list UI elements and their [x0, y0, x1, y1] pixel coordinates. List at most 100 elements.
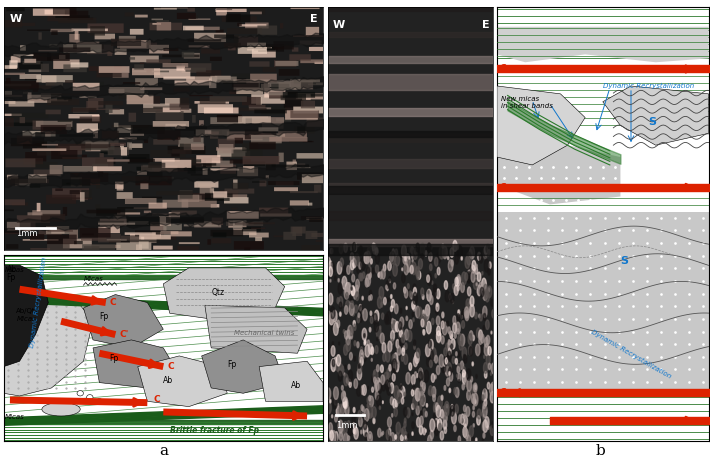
- FancyBboxPatch shape: [11, 178, 46, 183]
- FancyBboxPatch shape: [137, 171, 147, 175]
- Circle shape: [418, 259, 422, 269]
- FancyBboxPatch shape: [0, 73, 25, 75]
- Circle shape: [338, 420, 343, 433]
- FancyBboxPatch shape: [15, 120, 40, 126]
- FancyBboxPatch shape: [275, 61, 298, 66]
- Circle shape: [404, 418, 406, 423]
- Circle shape: [368, 274, 371, 279]
- FancyBboxPatch shape: [80, 228, 111, 238]
- FancyBboxPatch shape: [133, 207, 166, 209]
- FancyBboxPatch shape: [258, 26, 277, 35]
- FancyBboxPatch shape: [20, 74, 41, 79]
- Circle shape: [441, 395, 443, 400]
- Circle shape: [364, 252, 368, 263]
- Circle shape: [348, 364, 350, 370]
- FancyBboxPatch shape: [211, 204, 219, 207]
- Circle shape: [365, 432, 368, 440]
- FancyBboxPatch shape: [143, 165, 150, 167]
- FancyBboxPatch shape: [28, 95, 51, 103]
- Circle shape: [334, 387, 339, 399]
- FancyBboxPatch shape: [293, 160, 296, 163]
- Circle shape: [328, 264, 330, 269]
- Circle shape: [364, 354, 365, 358]
- Circle shape: [391, 299, 395, 308]
- FancyBboxPatch shape: [230, 159, 251, 163]
- FancyBboxPatch shape: [187, 4, 195, 12]
- Circle shape: [351, 287, 355, 296]
- FancyBboxPatch shape: [143, 233, 164, 237]
- Circle shape: [467, 276, 470, 283]
- Circle shape: [389, 276, 391, 281]
- Text: 1mm: 1mm: [16, 229, 38, 238]
- FancyBboxPatch shape: [185, 163, 217, 166]
- FancyBboxPatch shape: [58, 146, 82, 155]
- FancyBboxPatch shape: [98, 171, 103, 177]
- Circle shape: [483, 288, 488, 300]
- Circle shape: [464, 405, 466, 412]
- Circle shape: [408, 260, 411, 267]
- Circle shape: [432, 318, 434, 325]
- Circle shape: [421, 254, 423, 260]
- Circle shape: [329, 313, 334, 325]
- Circle shape: [477, 272, 481, 282]
- Circle shape: [362, 311, 363, 314]
- Circle shape: [449, 294, 451, 299]
- Circle shape: [421, 373, 425, 382]
- FancyBboxPatch shape: [214, 35, 234, 38]
- Circle shape: [484, 259, 489, 272]
- Circle shape: [413, 287, 417, 296]
- Circle shape: [416, 391, 420, 401]
- Circle shape: [351, 274, 355, 282]
- FancyBboxPatch shape: [146, 59, 170, 63]
- Circle shape: [354, 426, 357, 434]
- Circle shape: [388, 417, 391, 427]
- FancyBboxPatch shape: [219, 191, 238, 199]
- Circle shape: [406, 408, 410, 418]
- Circle shape: [464, 355, 467, 363]
- Circle shape: [432, 395, 435, 402]
- FancyBboxPatch shape: [27, 218, 38, 221]
- FancyBboxPatch shape: [72, 192, 88, 200]
- Circle shape: [450, 405, 454, 416]
- Circle shape: [368, 344, 373, 354]
- FancyBboxPatch shape: [98, 221, 124, 224]
- Circle shape: [435, 355, 437, 363]
- FancyBboxPatch shape: [87, 82, 104, 86]
- FancyBboxPatch shape: [75, 31, 79, 40]
- FancyBboxPatch shape: [262, 123, 283, 129]
- Circle shape: [464, 273, 468, 281]
- Circle shape: [442, 322, 447, 335]
- Circle shape: [432, 348, 436, 361]
- FancyBboxPatch shape: [6, 244, 18, 249]
- FancyBboxPatch shape: [233, 179, 238, 189]
- Circle shape: [337, 403, 339, 408]
- Circle shape: [327, 269, 330, 275]
- Circle shape: [486, 244, 490, 253]
- FancyBboxPatch shape: [94, 109, 120, 110]
- FancyBboxPatch shape: [211, 194, 247, 198]
- FancyBboxPatch shape: [23, 131, 55, 136]
- Circle shape: [362, 350, 366, 361]
- Circle shape: [376, 365, 379, 372]
- Circle shape: [332, 415, 333, 418]
- Circle shape: [430, 245, 432, 249]
- FancyBboxPatch shape: [28, 212, 43, 215]
- FancyBboxPatch shape: [194, 130, 222, 134]
- Circle shape: [382, 401, 383, 403]
- Circle shape: [406, 316, 408, 320]
- Circle shape: [346, 378, 349, 383]
- Circle shape: [425, 322, 426, 325]
- Circle shape: [378, 428, 381, 437]
- FancyBboxPatch shape: [159, 216, 171, 226]
- Circle shape: [466, 311, 468, 318]
- Circle shape: [336, 362, 339, 371]
- FancyBboxPatch shape: [147, 172, 163, 179]
- FancyBboxPatch shape: [212, 238, 231, 243]
- FancyBboxPatch shape: [168, 62, 188, 64]
- Circle shape: [360, 273, 363, 281]
- Circle shape: [351, 301, 354, 308]
- Circle shape: [395, 254, 400, 266]
- Circle shape: [359, 304, 361, 311]
- FancyBboxPatch shape: [293, 227, 302, 236]
- FancyBboxPatch shape: [308, 83, 329, 85]
